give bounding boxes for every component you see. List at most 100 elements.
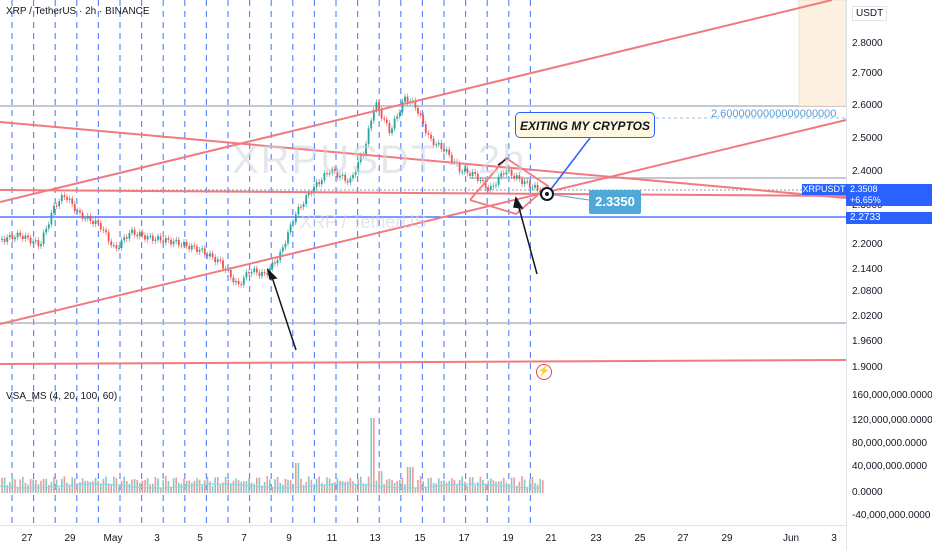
volume-bar [74,478,76,493]
candle-body [242,277,245,285]
volume-bar [188,480,190,493]
volume-series [0,418,544,493]
volume-bar [37,483,40,493]
volume-bar [48,484,50,493]
volume-bar [456,484,458,493]
volume-bar [378,471,380,493]
candle-body [141,232,144,236]
volume-bar [448,480,450,493]
candle-body [471,171,474,176]
volume-bar [211,486,214,493]
candle-body [29,237,32,244]
volume-bar [100,484,102,493]
candle-body [388,123,391,134]
date-tick-label: 5 [197,533,203,544]
triangle-pattern[interactable] [469,156,550,216]
volume-bar [373,418,375,493]
candle-body [435,144,438,146]
trendline-support[interactable] [0,189,847,197]
target-price-tag[interactable]: 2.3350 [589,190,641,214]
candle-body [263,272,266,274]
chart-watermark: XRPUSDT · 2h [232,138,527,182]
candle-body [508,169,510,172]
volume-bar [66,482,68,493]
candle-body [216,259,219,263]
candle-body [146,236,149,240]
volume-bar [365,483,367,493]
volume-bar [458,480,461,493]
candle-body [164,238,167,243]
volume-bar [269,479,271,493]
candle-body [476,173,479,181]
volume-bar [344,481,346,493]
candle-body [92,220,94,225]
symbol-title[interactable]: XRP / TetherUS · 2h · BINANCE [6,6,150,17]
candle-body [167,238,170,240]
candle-body [352,175,354,179]
volume-bar [284,478,287,493]
candle-body [427,133,430,135]
volume-bar [453,479,456,493]
volume-bar [482,479,484,493]
position-box[interactable] [798,0,847,107]
candle-body [443,148,445,152]
date-tick-label: Jun [782,533,800,544]
volume-bar [149,484,151,493]
candle-body [313,186,315,194]
candle-body [71,198,74,204]
volume-average-line [0,483,541,489]
candle-body [328,173,331,175]
candle-body [37,240,40,247]
price-tick-label: 2.6000 [852,100,883,111]
volume-tick-label: 80,000,000.0000 [852,438,928,449]
volume-bar [201,484,203,493]
currency-label[interactable]: USDT [852,6,888,21]
price-tick-label: 2.7000 [852,68,883,79]
trendline-lower-channel[interactable] [0,119,847,325]
candle-body [6,237,9,242]
candle-body [248,272,250,274]
volume-bar [417,480,419,493]
candle-body [349,178,352,183]
candle-body [297,206,300,215]
candle-body [320,180,323,185]
candle-body [505,171,508,175]
candle-body [144,235,146,240]
trendline-bottom[interactable] [0,359,847,365]
candle-body [331,169,334,174]
volume-bar [222,482,224,493]
date-tick-label: 9 [286,533,292,544]
volume-bar [133,478,136,493]
volume-bar [120,480,123,493]
price-tick-label: 2.8000 [852,38,883,49]
candle-body [237,280,240,285]
candle-body [42,232,45,244]
time-axis[interactable] [0,525,846,551]
dashed-vertical-grid [11,0,532,525]
volume-bar [16,486,19,493]
price-axis[interactable] [846,0,932,550]
trendline-descending[interactable] [0,121,847,199]
candle-body [235,280,237,283]
callout-exiting[interactable]: EXITING MY CRYPTOS [515,112,655,138]
volume-bar [477,482,479,493]
volume-bar [63,476,66,493]
volume-bar [45,478,47,493]
candle-body [219,259,222,261]
volume-bar [185,480,188,493]
candle-body [404,96,406,102]
price-tick-label: 2.2000 [852,239,883,250]
candle-body [432,138,435,146]
indicator-title[interactable]: VSA_MS (4, 20, 100, 60) [6,391,118,402]
candle-body [497,176,500,185]
lightning-icon[interactable]: ⚡ [536,364,552,380]
volume-bar [497,481,500,493]
volume-bar [490,478,492,493]
candle-body [284,243,287,248]
candle-body [172,241,175,245]
volume-bar [297,463,300,493]
volume-bar [154,476,157,493]
trendline-upper-channel[interactable] [0,0,833,203]
volume-bar [425,486,427,493]
